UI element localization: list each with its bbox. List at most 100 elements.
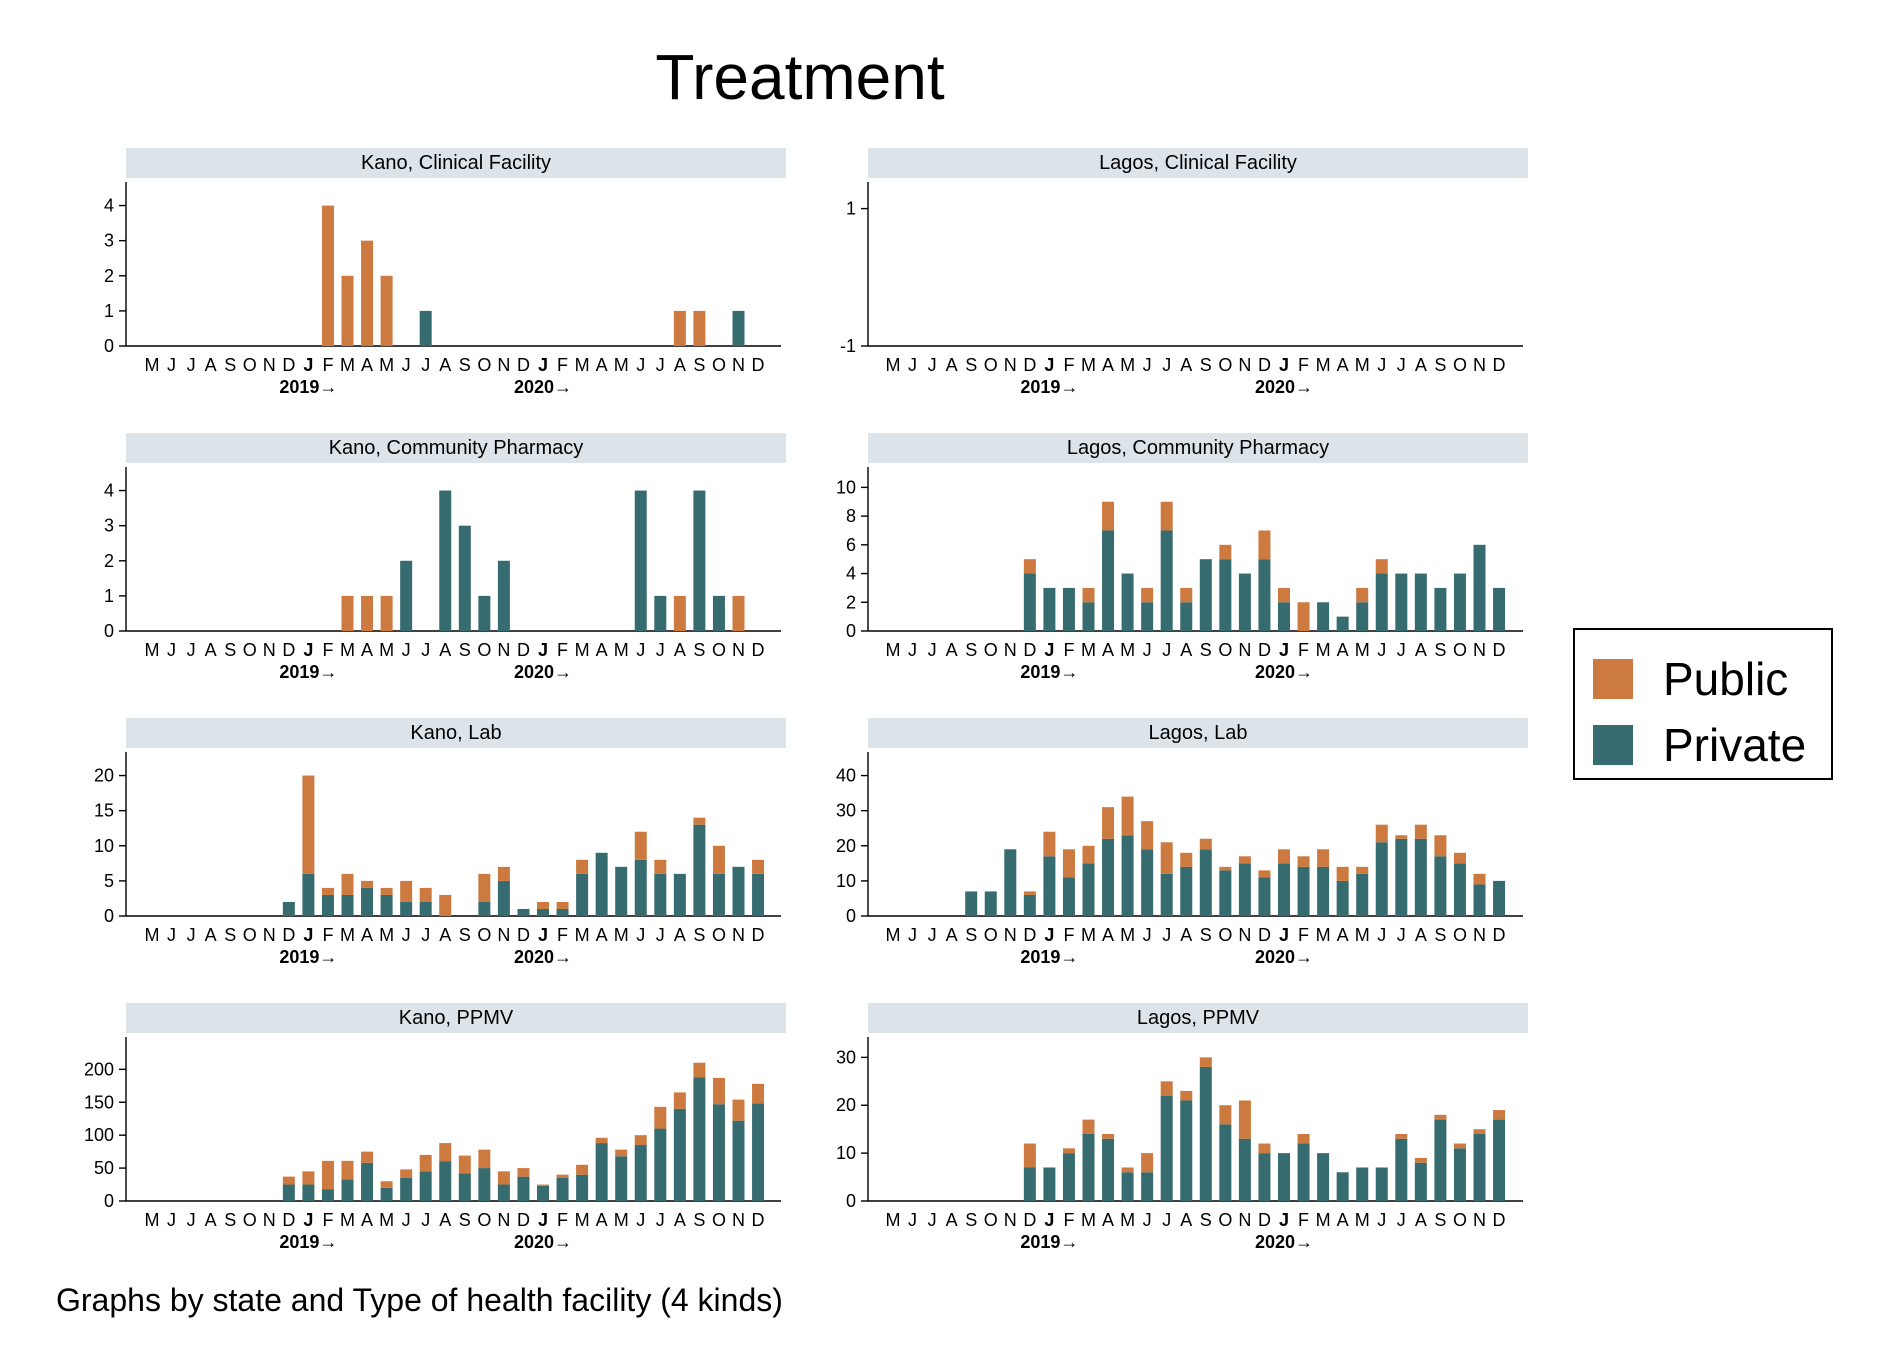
bar-public (1473, 1129, 1486, 1134)
month-tick-label: J (1162, 640, 1171, 660)
bar-private (497, 880, 510, 916)
bar-private (1414, 838, 1427, 916)
bar-public (1102, 501, 1115, 531)
month-tick-label: A (1102, 355, 1114, 375)
month-tick-label: A (205, 925, 217, 945)
bar-private (1297, 866, 1310, 916)
y-tick-label: 4 (104, 481, 114, 501)
bar-public (478, 1149, 491, 1169)
y-tick-label: 0 (104, 336, 114, 356)
month-tick-label: S (459, 1210, 471, 1230)
bar-private (1121, 573, 1134, 631)
month-tick-label: D (1258, 355, 1271, 375)
month-tick-label: D (1023, 925, 1036, 945)
bar-public (654, 859, 667, 874)
y-tick-label: 0 (104, 621, 114, 641)
month-tick-label: S (1434, 1210, 1446, 1230)
month-tick-label: D (1493, 640, 1506, 660)
bar-private (1082, 863, 1095, 916)
month-tick-label: A (205, 640, 217, 660)
bar-public (752, 859, 765, 874)
panel-header (126, 433, 786, 463)
bar-public (1375, 559, 1388, 574)
month-tick-label: M (1120, 1210, 1135, 1230)
bar-public (634, 1135, 647, 1146)
bar-public (400, 880, 413, 902)
month-tick-label: J (187, 1210, 196, 1230)
month-tick-label: N (263, 1210, 276, 1230)
bar-public (1160, 501, 1173, 531)
bar-public (654, 1106, 667, 1129)
bar-public (361, 595, 374, 631)
bar-private (1180, 1100, 1193, 1201)
bar-private (693, 1077, 706, 1201)
month-tick-label: S (965, 1210, 977, 1230)
year-label: 2019→ (1020, 1232, 1078, 1252)
month-tick-label: S (1434, 640, 1446, 660)
month-tick-label: N (497, 1210, 510, 1230)
month-tick-label: A (1415, 1210, 1427, 1230)
panel-title: Lagos, PPMV (1137, 1007, 1260, 1029)
bar-private (497, 560, 510, 631)
bar-private (615, 1156, 628, 1201)
month-tick-label: S (1200, 640, 1212, 660)
month-tick-label: D (752, 355, 765, 375)
bar-public (361, 240, 374, 346)
bar-private (1317, 602, 1330, 631)
panel-header (126, 718, 786, 748)
month-tick-label: M (1355, 640, 1370, 660)
footnote: Graphs by state and Type of health facil… (56, 1282, 783, 1318)
month-tick-label: M (1316, 925, 1331, 945)
month-tick-label: J (1397, 1210, 1406, 1230)
month-tick-label: J (1377, 925, 1386, 945)
month-tick-label: A (596, 1210, 608, 1230)
month-tick-label: M (340, 925, 355, 945)
panel-header (868, 718, 1528, 748)
bar-private (1434, 587, 1447, 631)
month-tick-label: D (282, 925, 295, 945)
y-tick-label: 10 (94, 836, 114, 856)
bar-public (321, 887, 334, 895)
month-tick-label: O (1218, 925, 1232, 945)
month-tick-label: M (1355, 925, 1370, 945)
month-tick-label: D (1258, 1210, 1271, 1230)
month-tick-label: N (1238, 1210, 1251, 1230)
bar-private (732, 1120, 745, 1201)
bar-private (654, 1128, 667, 1201)
month-tick-label: J (167, 640, 176, 660)
month-tick-label: J (908, 640, 917, 660)
bar-public (595, 1137, 608, 1144)
month-tick-label: J (1397, 925, 1406, 945)
bar-private (1160, 530, 1173, 631)
month-tick-label: A (946, 1210, 958, 1230)
bar-private (517, 1176, 530, 1201)
legend-swatch-public (1593, 659, 1633, 699)
month-tick-label: M (575, 355, 590, 375)
bar-private (400, 1177, 413, 1201)
month-tick-label: O (984, 355, 998, 375)
bar-private (302, 873, 315, 916)
bar-public (1102, 1133, 1115, 1139)
month-tick-label: J (1397, 640, 1406, 660)
month-tick-label: S (1200, 925, 1212, 945)
bar-private (1023, 573, 1036, 631)
month-tick-label: N (1473, 925, 1486, 945)
y-tick-label: 10 (836, 1143, 856, 1163)
month-tick-label: M (379, 355, 394, 375)
month-tick-label: J (636, 640, 645, 660)
month-tick-label: D (517, 355, 530, 375)
month-tick-label: A (946, 355, 958, 375)
y-tick-label: 0 (104, 906, 114, 926)
month-tick-label: M (1316, 355, 1331, 375)
month-tick-label: F (1063, 1210, 1074, 1230)
y-tick-label: 6 (846, 535, 856, 555)
bar-private (380, 1187, 393, 1201)
bar-private (419, 1171, 432, 1201)
month-tick-label: O (477, 640, 491, 660)
bar-private (341, 1179, 354, 1201)
bar-private (1297, 1143, 1310, 1201)
month-tick-label: D (1493, 925, 1506, 945)
month-tick-label: J (636, 355, 645, 375)
month-tick-label: N (1238, 355, 1251, 375)
